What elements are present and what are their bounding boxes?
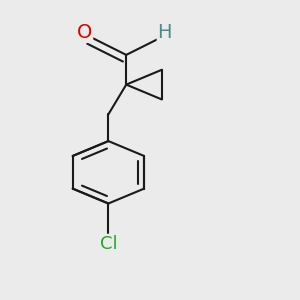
Text: Cl: Cl <box>100 235 117 253</box>
Text: H: H <box>158 23 172 42</box>
Text: O: O <box>77 23 92 42</box>
